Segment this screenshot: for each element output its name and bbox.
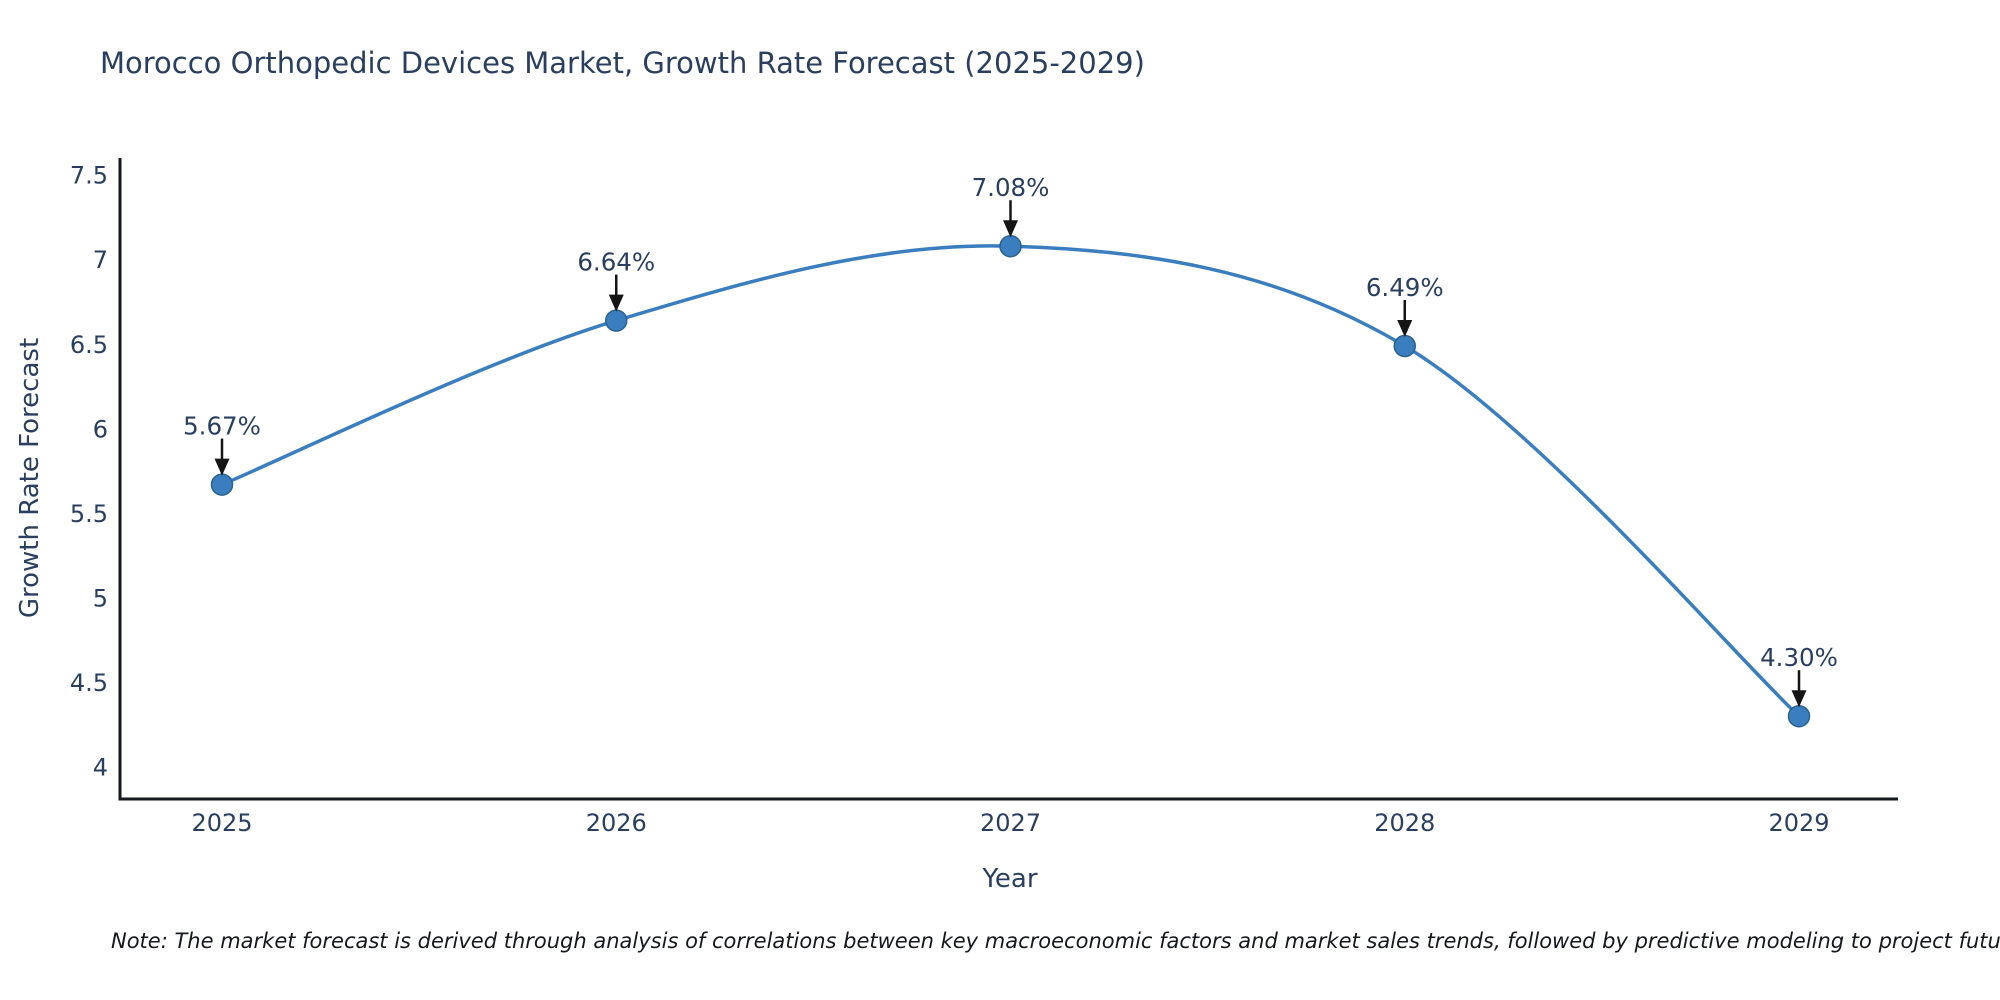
chart-title: Morocco Orthopedic Devices Market, Growt… bbox=[100, 46, 1145, 80]
annotation-arrowhead-icon bbox=[1397, 320, 1413, 337]
annotation-label: 6.49% bbox=[1366, 273, 1444, 302]
annotation-arrowhead-icon bbox=[1791, 690, 1807, 708]
annotation-label: 6.64% bbox=[577, 248, 655, 277]
annotation-arrowhead-icon bbox=[1003, 220, 1018, 238]
x-tick-label: 2025 bbox=[191, 809, 252, 837]
data-point-2025[interactable] bbox=[210, 473, 234, 496]
x-tick-label: 2028 bbox=[1374, 809, 1435, 837]
x-tick-label: 2026 bbox=[586, 809, 647, 837]
footnote: Note: The market forecast is derived thr… bbox=[111, 929, 2000, 953]
y-tick-label: 5 bbox=[93, 584, 108, 612]
y-tick-label: 6.5 bbox=[70, 331, 108, 359]
data-point-2029[interactable] bbox=[1787, 704, 1811, 728]
data-point-2028[interactable] bbox=[1393, 334, 1416, 358]
annotation-arrowhead-icon bbox=[608, 294, 624, 312]
annotation-label: 5.67% bbox=[183, 412, 261, 441]
y-tick-label: 6 bbox=[93, 415, 108, 443]
trend-line bbox=[220, 244, 1801, 718]
annotation-arrowhead-icon bbox=[214, 458, 230, 476]
data-point-2027[interactable] bbox=[999, 234, 1022, 258]
x-axis-title: Year bbox=[982, 864, 1038, 894]
annotation-label: 7.08% bbox=[972, 173, 1050, 202]
y-tick-label: 7 bbox=[93, 246, 108, 274]
x-tick-label: 2029 bbox=[1768, 809, 1829, 837]
y-tick-label: 7.5 bbox=[70, 162, 108, 190]
annotation-label: 4.30% bbox=[1760, 643, 1838, 672]
y-tick-label: 4 bbox=[93, 753, 108, 781]
data-point-2026[interactable] bbox=[605, 309, 628, 332]
x-tick-label: 2027 bbox=[980, 809, 1041, 837]
y-tick-label: 4.5 bbox=[70, 669, 108, 697]
y-tick-label: 5.5 bbox=[70, 500, 108, 528]
